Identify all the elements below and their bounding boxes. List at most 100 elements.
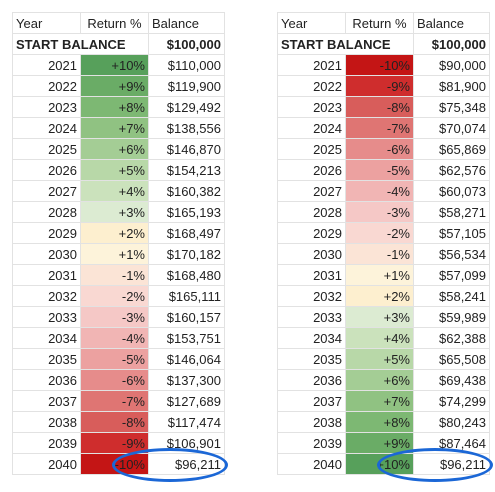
balance-cell[interactable]: $59,989	[413, 306, 490, 328]
year-cell[interactable]: 2029	[12, 222, 81, 244]
year-cell[interactable]: 2022	[277, 75, 346, 97]
balance-cell[interactable]: $168,480	[148, 264, 225, 286]
year-cell[interactable]: 2023	[12, 96, 81, 118]
return-cell[interactable]: -3%	[345, 201, 414, 223]
balance-cell[interactable]: $90,000	[413, 54, 490, 76]
return-cell[interactable]: -8%	[345, 96, 414, 118]
balance-cell[interactable]: $110,000	[148, 54, 225, 76]
balance-cell[interactable]: $170,182	[148, 243, 225, 265]
return-cell[interactable]: -5%	[80, 348, 149, 370]
return-cell[interactable]: +9%	[80, 75, 149, 97]
year-cell[interactable]: 2024	[12, 117, 81, 139]
start-balance-label[interactable]: START BALANCE	[12, 33, 149, 55]
year-cell[interactable]: 2022	[12, 75, 81, 97]
year-cell[interactable]: 2031	[277, 264, 346, 286]
return-cell[interactable]: +1%	[345, 264, 414, 286]
return-cell[interactable]: -2%	[345, 222, 414, 244]
return-cell[interactable]: +6%	[80, 138, 149, 160]
balance-cell[interactable]: $81,900	[413, 75, 490, 97]
balance-cell[interactable]: $137,300	[148, 369, 225, 391]
balance-cell[interactable]: $57,105	[413, 222, 490, 244]
return-cell[interactable]: +4%	[80, 180, 149, 202]
year-cell[interactable]: 2031	[12, 264, 81, 286]
balance-cell[interactable]: $65,508	[413, 348, 490, 370]
return-cell[interactable]: +2%	[345, 285, 414, 307]
balance-cell[interactable]: $168,497	[148, 222, 225, 244]
year-cell[interactable]: 2028	[277, 201, 346, 223]
year-cell[interactable]: 2035	[12, 348, 81, 370]
return-cell[interactable]: -6%	[80, 369, 149, 391]
return-cell[interactable]: -1%	[80, 264, 149, 286]
balance-cell[interactable]: $62,576	[413, 159, 490, 181]
balance-cell[interactable]: $60,073	[413, 180, 490, 202]
return-cell[interactable]: +1%	[80, 243, 149, 265]
balance-cell[interactable]: $58,271	[413, 201, 490, 223]
balance-cell[interactable]: $56,534	[413, 243, 490, 265]
year-cell[interactable]: 2027	[277, 180, 346, 202]
year-cell[interactable]: 2023	[277, 96, 346, 118]
header-year[interactable]: Year	[277, 12, 346, 34]
return-cell[interactable]: -4%	[345, 180, 414, 202]
return-cell[interactable]: +7%	[80, 117, 149, 139]
year-cell[interactable]: 2034	[12, 327, 81, 349]
return-cell[interactable]: -2%	[80, 285, 149, 307]
header-year[interactable]: Year	[12, 12, 81, 34]
balance-cell[interactable]: $119,900	[148, 75, 225, 97]
year-cell[interactable]: 2038	[12, 411, 81, 433]
year-cell[interactable]: 2026	[12, 159, 81, 181]
return-cell[interactable]: -1%	[345, 243, 414, 265]
year-cell[interactable]: 2026	[277, 159, 346, 181]
return-cell[interactable]: -6%	[345, 138, 414, 160]
return-cell[interactable]: +2%	[80, 222, 149, 244]
year-cell[interactable]: 2036	[277, 369, 346, 391]
balance-cell[interactable]: $146,064	[148, 348, 225, 370]
year-cell[interactable]: 2039	[12, 432, 81, 454]
return-cell[interactable]: -5%	[345, 159, 414, 181]
return-cell[interactable]: +9%	[345, 432, 414, 454]
header-return[interactable]: Return %	[80, 12, 149, 34]
year-cell[interactable]: 2037	[12, 390, 81, 412]
start-balance-label[interactable]: START BALANCE	[277, 33, 414, 55]
header-return[interactable]: Return %	[345, 12, 414, 34]
return-cell[interactable]: +5%	[80, 159, 149, 181]
return-cell[interactable]: +8%	[80, 96, 149, 118]
balance-cell[interactable]: $127,689	[148, 390, 225, 412]
balance-cell[interactable]: $146,870	[148, 138, 225, 160]
return-cell[interactable]: -9%	[80, 432, 149, 454]
return-cell[interactable]: +3%	[80, 201, 149, 223]
balance-cell[interactable]: $138,556	[148, 117, 225, 139]
balance-cell[interactable]: $80,243	[413, 411, 490, 433]
year-cell[interactable]: 2025	[277, 138, 346, 160]
balance-cell[interactable]: $160,157	[148, 306, 225, 328]
balance-cell[interactable]: $75,348	[413, 96, 490, 118]
return-cell[interactable]: +4%	[345, 327, 414, 349]
return-cell[interactable]: -7%	[345, 117, 414, 139]
year-cell[interactable]: 2024	[277, 117, 346, 139]
balance-cell[interactable]: $154,213	[148, 159, 225, 181]
year-cell[interactable]: 2039	[277, 432, 346, 454]
start-balance-value[interactable]: $100,000	[413, 33, 490, 55]
year-cell[interactable]: 2037	[277, 390, 346, 412]
balance-cell[interactable]: $70,074	[413, 117, 490, 139]
return-cell[interactable]: +3%	[345, 306, 414, 328]
balance-cell[interactable]: $69,438	[413, 369, 490, 391]
year-cell[interactable]: 2034	[277, 327, 346, 349]
balance-cell[interactable]: $129,492	[148, 96, 225, 118]
balance-cell[interactable]: $165,111	[148, 285, 225, 307]
balance-cell[interactable]: $58,241	[413, 285, 490, 307]
year-cell[interactable]: 2033	[277, 306, 346, 328]
balance-cell[interactable]: $65,869	[413, 138, 490, 160]
return-cell[interactable]: +8%	[345, 411, 414, 433]
header-balance[interactable]: Balance	[148, 12, 225, 34]
return-cell[interactable]: -10%	[345, 54, 414, 76]
year-cell[interactable]: 2029	[277, 222, 346, 244]
year-cell[interactable]: 2040	[12, 453, 81, 475]
return-cell[interactable]: -7%	[80, 390, 149, 412]
return-cell[interactable]: -3%	[80, 306, 149, 328]
year-cell[interactable]: 2032	[277, 285, 346, 307]
year-cell[interactable]: 2032	[12, 285, 81, 307]
balance-cell[interactable]: $74,299	[413, 390, 490, 412]
header-balance[interactable]: Balance	[413, 12, 490, 34]
balance-cell[interactable]: $165,193	[148, 201, 225, 223]
year-cell[interactable]: 2035	[277, 348, 346, 370]
